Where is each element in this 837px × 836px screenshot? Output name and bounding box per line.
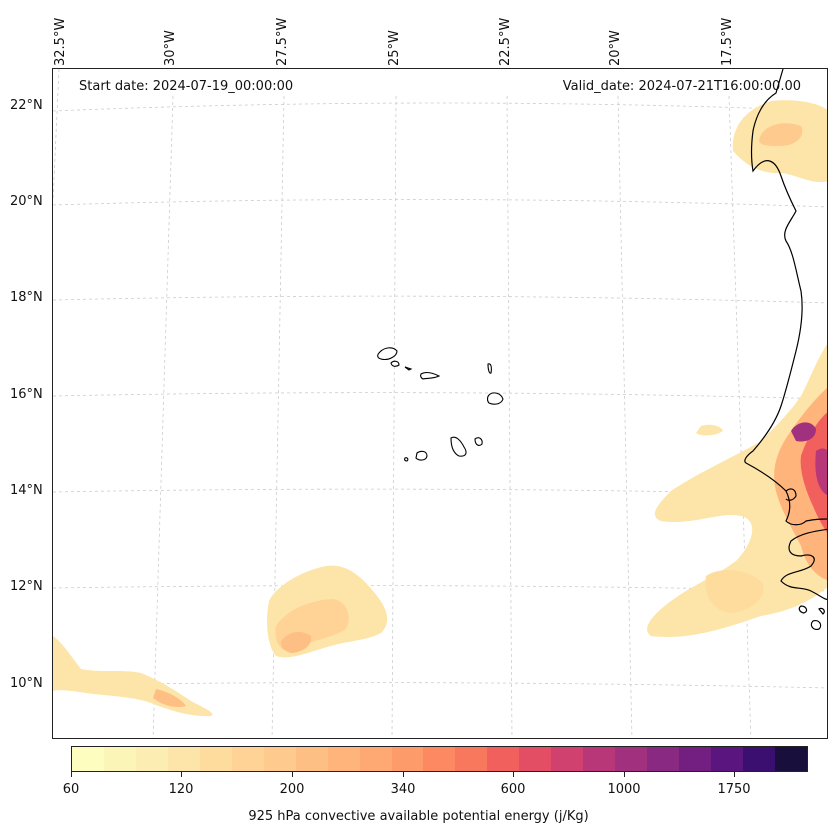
- colorbar-swatch: [199, 747, 232, 771]
- colorbar-tick-label: 60: [62, 782, 80, 797]
- cape-patch-sw: [53, 636, 213, 717]
- cape-patch-coast-peak2: [815, 448, 827, 495]
- cape-patch-central-core: [280, 631, 312, 653]
- colorbar: [71, 746, 808, 772]
- cape-patch-coast-strip: [696, 424, 723, 436]
- lat-label-12n: 12°N: [10, 579, 43, 594]
- gridlines: [53, 69, 827, 738]
- lon-label-20w: 20°W: [608, 30, 623, 66]
- colorbar-swatch: [423, 747, 456, 771]
- colorbar-tick: [513, 772, 514, 777]
- colorbar-swatch: [103, 747, 136, 771]
- island-santiago: [450, 436, 467, 457]
- cape-field: [53, 100, 827, 717]
- colorbar-swatch: [455, 747, 488, 771]
- coast-south: [780, 528, 827, 600]
- cape-patch-coast: [647, 344, 827, 637]
- cape-map: [53, 69, 827, 738]
- lon-label-32-5w: 32.5°W: [53, 17, 68, 66]
- colorbar-tick-label: 1750: [717, 782, 751, 797]
- cape-patch-coast-high: [800, 412, 827, 533]
- cape-verde-islands: [377, 347, 504, 462]
- colorbar-swatch: [551, 747, 584, 771]
- lon-label-25w: 25°W: [387, 30, 402, 66]
- colorbar-swatch: [263, 747, 296, 771]
- colorbar-swatch: [167, 747, 200, 771]
- colorbar-tick-label: 340: [390, 782, 416, 797]
- lon-label-27-5w: 27.5°W: [275, 17, 290, 66]
- colorbar-tick: [181, 772, 182, 777]
- colorbar-swatch: [359, 747, 392, 771]
- colorbar-tick: [292, 772, 293, 777]
- colorbar-swatch: [519, 747, 552, 771]
- start-date-label: Start date: 2024-07-19_00:00:00: [79, 79, 294, 94]
- island-sao-nicolau: [420, 371, 441, 380]
- lat-label-10n: 10°N: [10, 676, 43, 691]
- island-santa-luzia: [404, 366, 413, 371]
- colorbar-tick: [71, 772, 72, 777]
- colorbar-swatch: [295, 747, 328, 771]
- cape-patch-north-core: [759, 123, 803, 146]
- colorbar-swatch: [391, 747, 424, 771]
- colorbar-swatch: [711, 747, 744, 771]
- colorbar-label: 925 hPa convective available potential e…: [248, 809, 589, 824]
- island-maio: [474, 437, 483, 446]
- island-brava: [404, 457, 409, 462]
- colorbar-swatch: [231, 747, 264, 771]
- colorbar-tick-label: 200: [279, 782, 305, 797]
- coast-island-2: [810, 620, 822, 630]
- colorbar-swatch: [615, 747, 648, 771]
- valid-date-label: Valid_date: 2024-07-21T16:00:00.00: [562, 79, 801, 94]
- cape-patch-sw-core: [153, 689, 186, 708]
- coast-island-bijagos: [798, 605, 808, 614]
- coast-inlet-1: [785, 488, 797, 501]
- lon-label-17-5w: 17.5°W: [720, 17, 735, 66]
- colorbar-swatch: [487, 747, 520, 771]
- colorbar-swatch: [135, 747, 168, 771]
- colorbar-swatch: [583, 747, 616, 771]
- lat-label-18n: 18°N: [10, 290, 43, 305]
- africa-coast: [744, 69, 827, 526]
- lon-label-22-5w: 22.5°W: [498, 17, 513, 66]
- island-fogo: [415, 450, 428, 461]
- colorbar-tick-label: 120: [168, 782, 194, 797]
- island-sao-vicente: [390, 360, 400, 367]
- lat-label-20n: 20°N: [10, 194, 43, 209]
- colorbar-swatch: [72, 747, 104, 771]
- lat-label-16n: 16°N: [10, 387, 43, 402]
- lon-label-30w: 30°W: [163, 30, 178, 66]
- cape-patch-coast-peak: [791, 422, 816, 442]
- coastline: [744, 69, 827, 630]
- colorbar-tick-label: 1000: [607, 782, 641, 797]
- colorbar-tick: [403, 772, 404, 777]
- island-sal: [487, 363, 492, 374]
- colorbar-swatch: [774, 747, 807, 771]
- colorbar-tick: [624, 772, 625, 777]
- colorbar-swatch: [647, 747, 680, 771]
- colorbar-swatch: [679, 747, 712, 771]
- island-santo-antao: [377, 347, 398, 360]
- colorbar-swatch: [327, 747, 360, 771]
- island-boa-vista: [486, 392, 504, 405]
- colorbar-tick-label: 600: [500, 782, 526, 797]
- map-panel: Start date: 2024-07-19_00:00:00 Valid_da…: [52, 68, 828, 739]
- lat-label-22n: 22°N: [10, 98, 43, 113]
- colorbar-swatch: [743, 747, 775, 771]
- coast-island-3: [818, 607, 825, 615]
- lat-label-14n: 14°N: [10, 483, 43, 498]
- cape-patch-south-east: [705, 569, 764, 613]
- colorbar-tick: [734, 772, 735, 777]
